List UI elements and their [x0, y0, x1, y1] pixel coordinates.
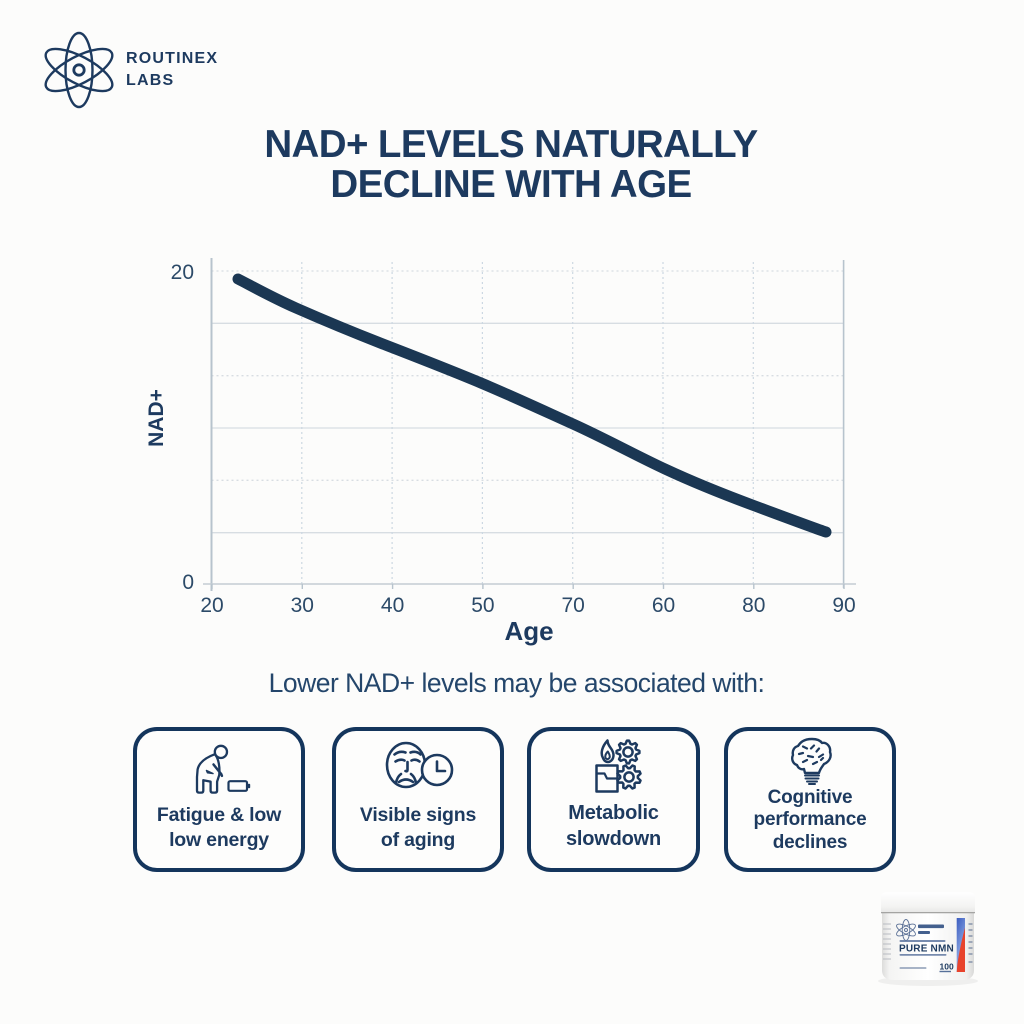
svg-text:100: 100 — [940, 962, 954, 972]
svg-text:PURE NMN: PURE NMN — [899, 944, 954, 955]
